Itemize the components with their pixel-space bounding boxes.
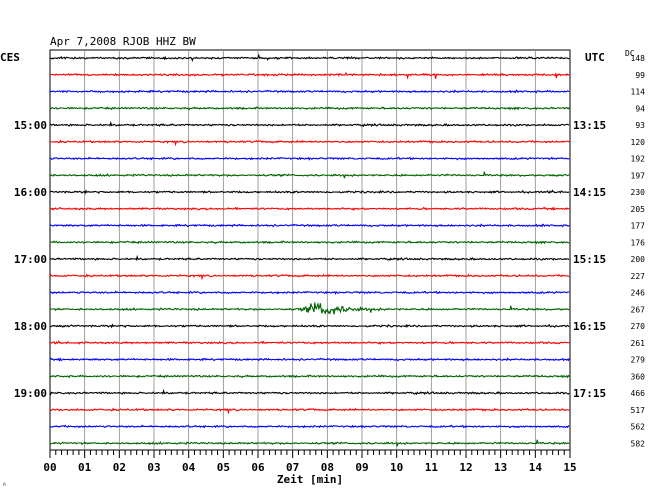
left-hour-label: 18:00 — [14, 320, 47, 333]
trace-row — [49, 254, 570, 262]
trace-row — [49, 439, 570, 447]
trace-row — [49, 139, 570, 147]
trace-row — [49, 357, 570, 362]
trace-row — [49, 424, 570, 429]
x-tick-label: 10 — [390, 461, 403, 474]
left-timezone-label: CES — [0, 51, 20, 64]
trace-row — [49, 340, 570, 345]
right-timezone-label: UTC — [585, 51, 605, 64]
x-tick-label: 02 — [113, 461, 126, 474]
chart-title: Apr 7,2008 RJOB HHZ BW — [50, 35, 196, 48]
dc-offset-value: 176 — [631, 238, 646, 247]
label-layer: Apr 7,2008 RJOB HHZ BW CES UTC DC Zeit [… — [0, 35, 645, 490]
trace-row — [50, 106, 570, 111]
dc-offset-value: 582 — [631, 439, 646, 448]
trace-row — [49, 302, 570, 315]
right-hour-label: 17:15 — [573, 387, 606, 400]
dc-offset-value: 120 — [631, 138, 646, 147]
trace-row — [49, 206, 570, 212]
right-hour-label: 13:15 — [573, 119, 606, 132]
right-hour-label: 16:15 — [573, 320, 606, 333]
x-tick-label: 14 — [529, 461, 543, 474]
trace-row — [50, 323, 570, 329]
trace-row — [49, 156, 570, 161]
x-tick-label: 15 — [563, 461, 576, 474]
trace-row — [49, 71, 570, 80]
dc-offset-value: 197 — [631, 171, 646, 180]
dc-offset-value: 246 — [631, 289, 646, 298]
grid-layer — [49, 49, 571, 458]
dc-offset-value: 114 — [631, 88, 646, 97]
x-tick-label: 11 — [425, 461, 439, 474]
trace-layer — [49, 53, 570, 447]
dc-offset-value: 205 — [631, 205, 646, 214]
trace-row — [49, 53, 570, 62]
dc-offset-value: 192 — [631, 155, 646, 164]
trace-row — [49, 89, 570, 94]
left-hour-label: 15:00 — [14, 119, 47, 132]
right-hour-label: 14:15 — [573, 186, 606, 199]
dc-offset-value: 360 — [631, 372, 646, 381]
dc-offset-value: 94 — [635, 104, 645, 113]
left-hour-label: 16:00 — [14, 186, 47, 199]
dc-offset-value: 99 — [635, 71, 645, 80]
x-tick-label: 07 — [286, 461, 299, 474]
dc-offset-value: 148 — [631, 54, 646, 63]
dc-offset-value: 93 — [635, 121, 645, 130]
dc-offset-value: 517 — [631, 406, 646, 415]
trace-row — [49, 388, 570, 396]
plot-frame — [49, 49, 571, 451]
x-tick-label: 01 — [78, 461, 92, 474]
dc-offset-value: 227 — [631, 272, 646, 281]
dc-offset-value: 200 — [631, 255, 646, 264]
x-tick-label: 03 — [147, 461, 160, 474]
dc-offset-value: 270 — [631, 322, 646, 331]
trace-row — [49, 290, 570, 295]
trace-row — [49, 223, 570, 228]
x-tick-label: 04 — [182, 461, 196, 474]
trace-row — [49, 407, 570, 415]
dc-offset-value: 562 — [631, 423, 646, 432]
x-tick-label: 00 — [43, 461, 56, 474]
trace-row — [49, 171, 570, 179]
x-tick-label: 12 — [459, 461, 472, 474]
trace-row — [49, 273, 570, 281]
x-tick-label: 06 — [251, 461, 265, 474]
x-tick-label: 05 — [217, 461, 230, 474]
right-hour-label: 15:15 — [573, 253, 606, 266]
dc-offset-value: 177 — [631, 222, 646, 231]
trace-row — [49, 120, 570, 128]
trace-row — [49, 240, 570, 245]
left-hour-label: 19:00 — [14, 387, 47, 400]
x-tick-label: 08 — [321, 461, 334, 474]
corner-mark: ᴬ — [2, 481, 7, 490]
dc-offset-value: 279 — [631, 356, 646, 365]
dc-column-label: DC — [625, 49, 635, 58]
trace-row — [49, 189, 570, 195]
dc-offset-value: 261 — [631, 339, 646, 348]
x-axis-title: Zeit [min] — [277, 473, 343, 486]
x-tick-label: 13 — [494, 461, 507, 474]
left-hour-label: 17:00 — [14, 253, 47, 266]
trace-row — [49, 374, 570, 379]
dc-offset-value: 267 — [631, 305, 646, 314]
dc-offset-value: 230 — [631, 188, 646, 197]
dc-offset-value: 466 — [631, 389, 646, 398]
x-tick-label: 09 — [355, 461, 368, 474]
